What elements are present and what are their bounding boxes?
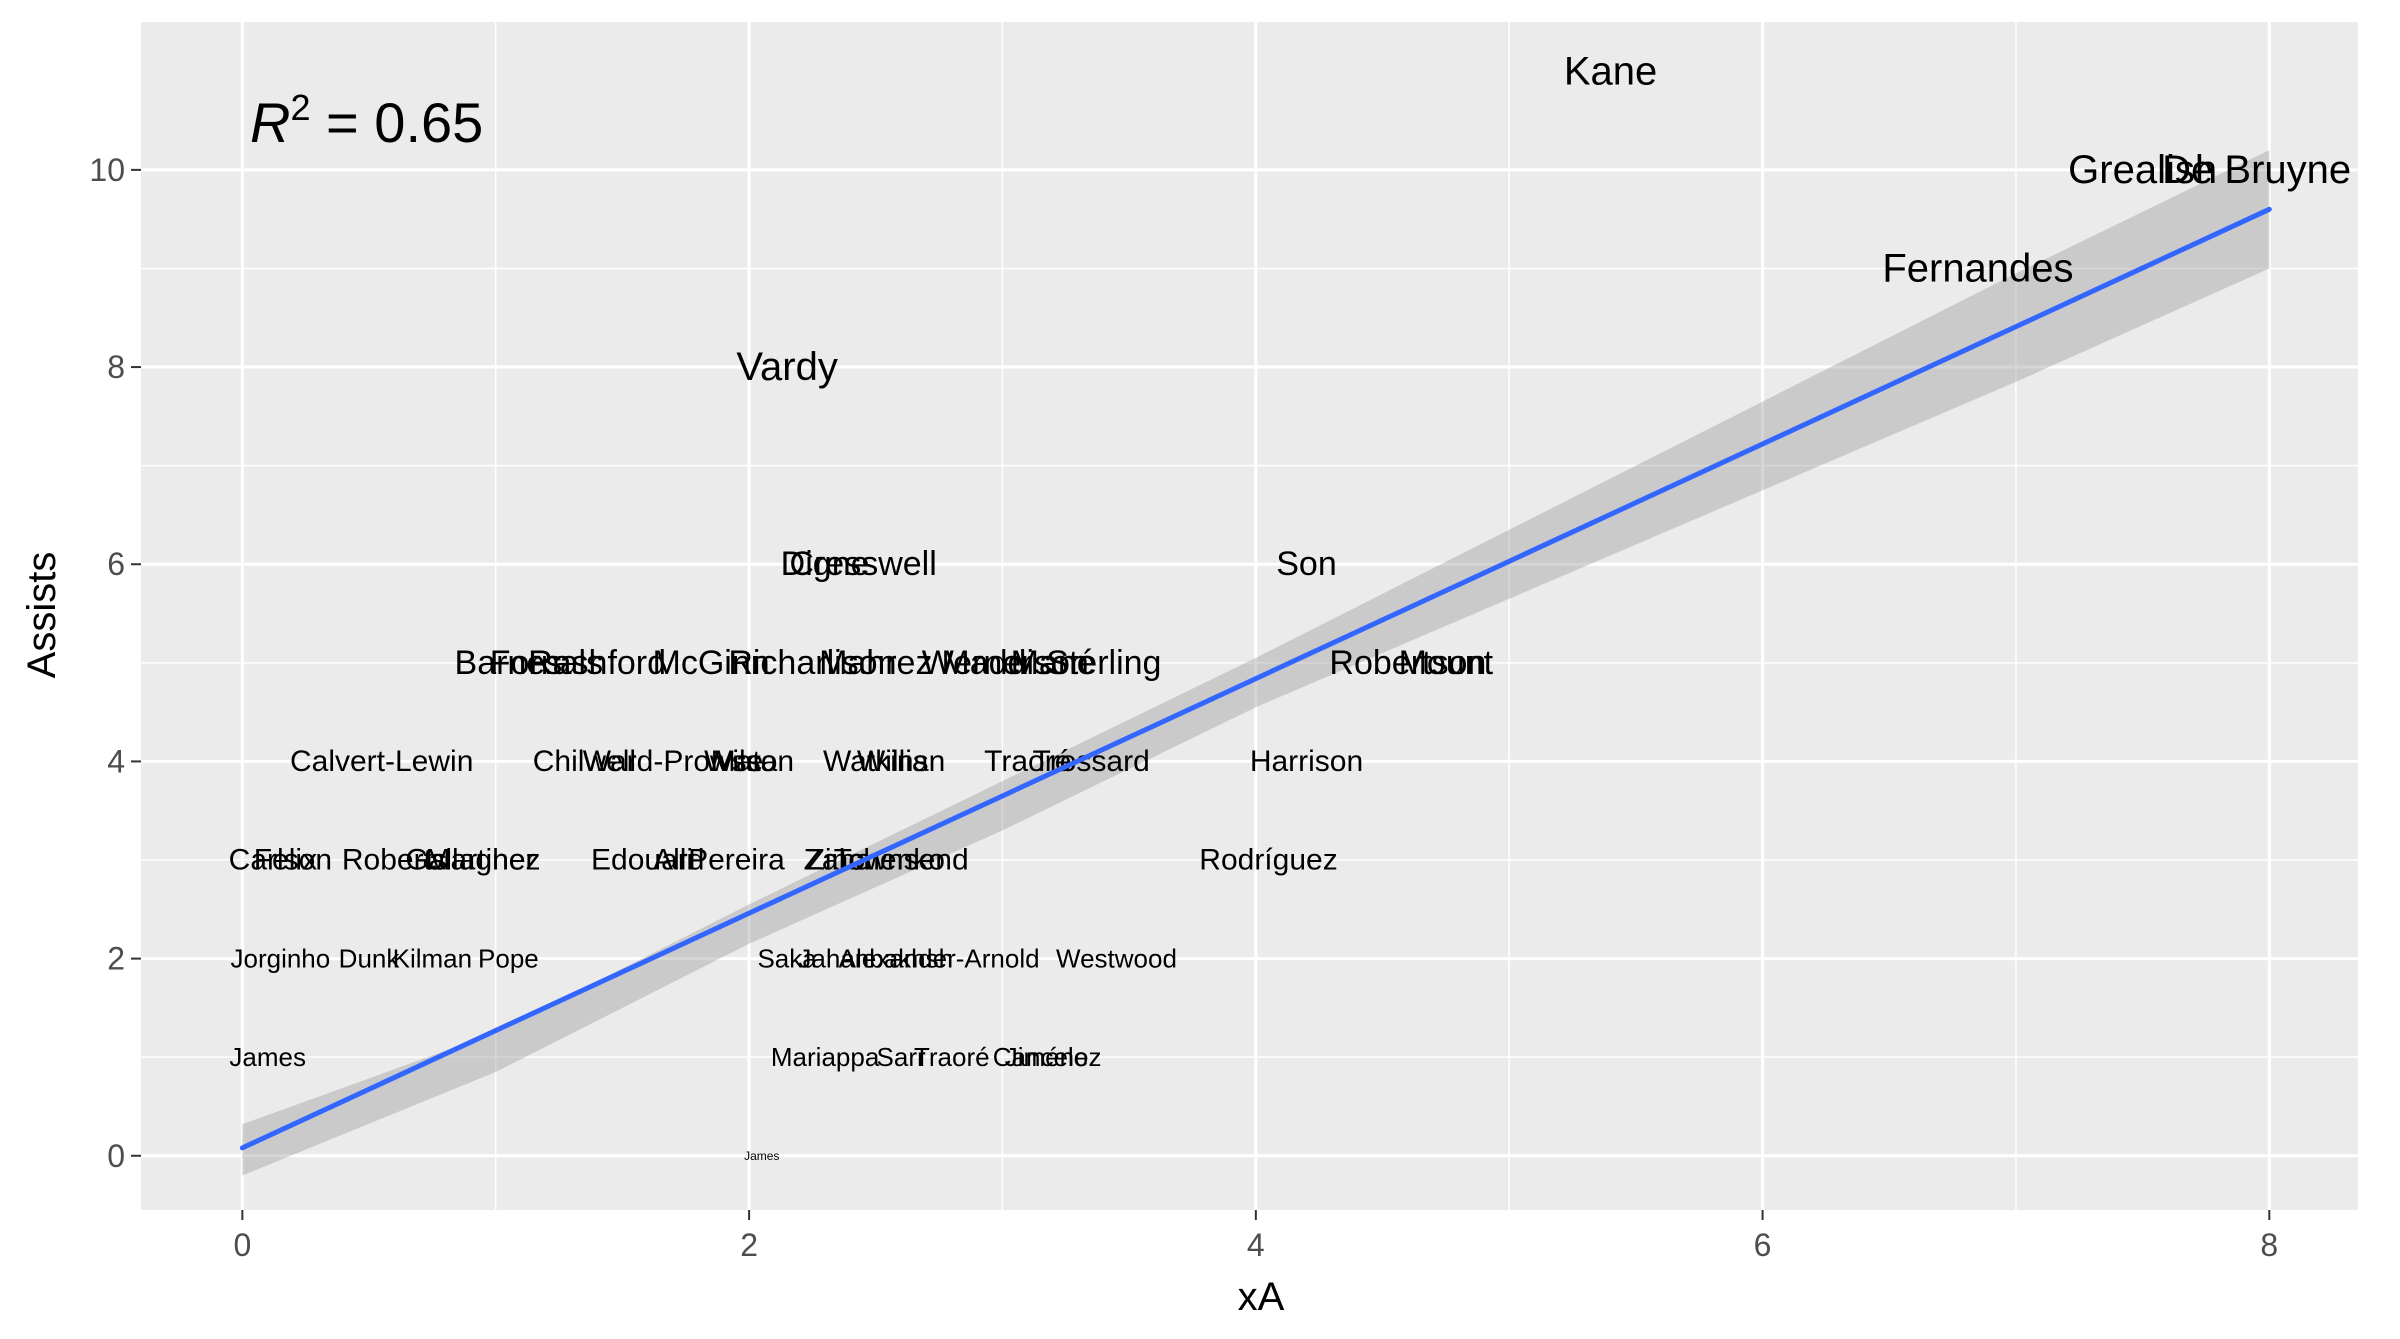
player-label: Alexander-Arnold	[839, 944, 1040, 974]
y-tick-label: 2	[107, 941, 125, 977]
player-label: Grealish	[2068, 148, 2217, 192]
player-label: James	[744, 1149, 779, 1163]
player-label: Rodríguez	[1199, 844, 1337, 877]
regression-line	[239, 206, 2272, 1151]
player-label: Felix	[254, 844, 317, 877]
player-label: Cresswell	[789, 545, 936, 583]
r-squared-value: = 0.65	[310, 91, 483, 154]
y-tick-label: 10	[89, 152, 125, 188]
x-axis-ticks: 0 2 4 6 8	[233, 1210, 2278, 1263]
x-tick-label: 6	[1754, 1227, 1772, 1263]
r-symbol: R	[250, 91, 290, 154]
y-axis-title: Assists	[20, 552, 64, 679]
player-label: Alli	[653, 844, 693, 877]
player-label: Fornals	[490, 644, 603, 682]
player-label: Pope	[478, 944, 539, 974]
player-label: Roberts	[342, 844, 447, 877]
player-label: Maddison	[941, 644, 1088, 682]
confidence-band	[242, 150, 2270, 1176]
y-axis-ticks: 0 2 4 6 8 10	[89, 152, 141, 1174]
player-label: James	[229, 1042, 306, 1072]
player-label: Willian	[857, 745, 945, 778]
r-superscript: 2	[290, 87, 310, 128]
player-label: Cancelo	[993, 1042, 1088, 1072]
player-label: Westwood	[1056, 944, 1177, 974]
y-tick-label: 6	[107, 546, 125, 582]
player-label: Kilman	[393, 944, 472, 974]
player-label: Digne	[781, 545, 870, 583]
player-label: Richarlison	[728, 644, 896, 682]
player-label: McGinn	[653, 644, 770, 682]
x-axis-title: xA	[1238, 1275, 1285, 1319]
player-label: Chilwell	[533, 745, 636, 778]
player-label: Fernandes	[1882, 246, 2073, 290]
player-label: Harrison	[1250, 745, 1363, 778]
player-label: Pereira	[688, 844, 785, 877]
player-label: Zinchenko	[807, 844, 945, 877]
player-label: Watkins	[823, 745, 929, 778]
minor-gridlines	[141, 22, 2358, 1210]
plot-panel	[141, 22, 2358, 1210]
player-label: Ward-Prowse	[583, 745, 764, 778]
y-tick-label: 4	[107, 743, 125, 779]
player-label: Robertson	[1329, 644, 1486, 682]
player-label: Rashford	[528, 644, 666, 682]
player-label: Barnes	[455, 644, 563, 682]
player-label: Son	[1276, 545, 1337, 583]
player-label: Calvert-Lewin	[290, 745, 473, 778]
player-label: Mané	[1011, 644, 1096, 682]
player-label: Vardy	[736, 345, 838, 389]
player-label: Edouard	[591, 844, 704, 877]
player-label: Sterling	[1046, 644, 1161, 682]
player-label: Saka	[757, 944, 817, 974]
player-label: Traoré	[914, 1042, 990, 1072]
player-label: Jiménez	[1005, 1042, 1102, 1072]
player-label: Werner	[922, 644, 1033, 682]
player-label: Mariappa	[771, 1042, 880, 1072]
player-label: Martinez	[426, 844, 541, 877]
x-tick-label: 0	[233, 1227, 251, 1263]
major-gridlines	[141, 22, 2358, 1210]
player-label: Wilson	[704, 745, 794, 778]
player-label: Sarr	[877, 1042, 926, 1072]
player-label: De Bruyne	[2162, 148, 2351, 192]
player-label: Jahanbakhsh	[798, 944, 953, 974]
player-label: Dunk	[339, 944, 401, 974]
player-label: Mount	[1399, 644, 1494, 682]
x-tick-label: 8	[2260, 1227, 2278, 1263]
player-label: Townsend	[834, 844, 969, 877]
player-label: Jorginho	[230, 944, 330, 974]
player-label: Carlson	[229, 844, 332, 877]
x-tick-label: 4	[1247, 1227, 1265, 1263]
player-label: Kane	[1564, 49, 1657, 93]
x-tick-label: 2	[740, 1227, 758, 1263]
player-label: Mata	[711, 745, 778, 778]
y-tick-label: 8	[107, 349, 125, 385]
y-tick-label: 0	[107, 1138, 125, 1174]
r-squared-annotation: R2 = 0.65	[250, 87, 483, 154]
player-label: Gallagher	[405, 844, 535, 877]
player-label: Mahrez	[819, 644, 932, 682]
